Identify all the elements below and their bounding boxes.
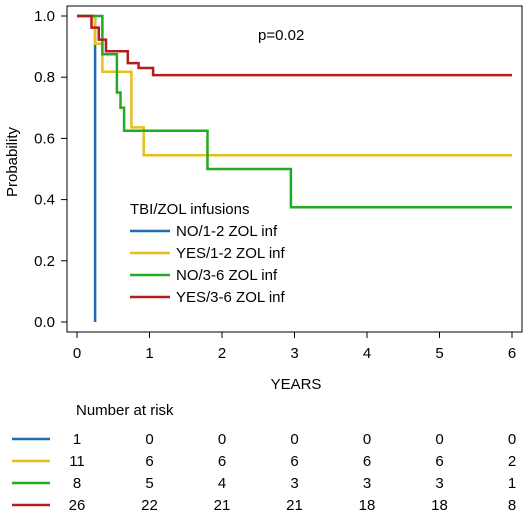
risk-count: 22: [141, 497, 158, 514]
y-tick-label: 0.6: [34, 130, 55, 147]
risk-count: 5: [145, 475, 153, 492]
risk-count: 26: [69, 497, 86, 514]
x-axis-label: YEARS: [271, 376, 322, 393]
risk-count: 0: [218, 431, 226, 448]
risk-count: 21: [214, 497, 231, 514]
risk-count: 0: [290, 431, 298, 448]
risk-count: 0: [363, 431, 371, 448]
legend-label: YES/1-2 ZOL inf: [176, 245, 285, 262]
risk-count: 6: [218, 453, 226, 470]
y-tick-label: 0.8: [34, 69, 55, 86]
risk-count: 6: [290, 453, 298, 470]
series-line-yes-3-6-zol-inf: [77, 14, 512, 77]
risk-count: 8: [73, 475, 81, 492]
x-tick-label: 0: [73, 345, 81, 362]
risk-count: 0: [435, 431, 443, 448]
risk-count: 18: [431, 497, 448, 514]
risk-count: 11: [69, 453, 85, 470]
y-tick-label: 1.0: [34, 8, 55, 25]
risk-count: 0: [145, 431, 153, 448]
series-line-no-3-6-zol-inf: [77, 14, 512, 209]
legend: TBI/ZOL infusions NO/1-2 ZOL inf YES/1-2 …: [130, 201, 285, 306]
p-value-annotation: p=0.02: [258, 27, 304, 44]
x-tick-label: 3: [290, 345, 298, 362]
series-line-no-1-2-zol-inf: [77, 14, 97, 322]
x-tick-label: 2: [218, 345, 226, 362]
risk-count: 4: [218, 475, 226, 492]
y-axis-label: Probability: [4, 126, 21, 197]
x-tick-label: 5: [435, 345, 443, 362]
risk-count: 6: [363, 453, 371, 470]
risk-count: 1: [73, 431, 81, 448]
survival-curves: [77, 14, 512, 322]
risk-count: 8: [508, 497, 516, 514]
legend-title: TBI/ZOL infusions: [130, 201, 250, 218]
risk-table: 1 0 0 0 0 0 0 11 6 6 6 6 6 2 8 5 4 3 3 3 1 26 22 21 21 18 18 8: [12, 431, 516, 514]
y-tick-label: 0.2: [34, 253, 55, 270]
legend-label: NO/3-6 ZOL inf: [176, 267, 278, 284]
plot-frame: [66, 5, 523, 333]
legend-label: YES/3-6 ZOL inf: [176, 289, 285, 306]
risk-table-title: Number at risk: [76, 402, 174, 419]
y-tick-label: 0.0: [34, 314, 55, 331]
risk-count: 2: [508, 453, 516, 470]
risk-count: 3: [290, 475, 298, 492]
risk-count: 3: [363, 475, 371, 492]
risk-count: 0: [508, 431, 516, 448]
risk-count: 18: [359, 497, 376, 514]
axis-ticks: 0.0 0.2 0.4 0.6 0.8 1.0 0 1 2 3 4 5 6: [34, 8, 516, 362]
y-tick-label: 0.4: [34, 192, 55, 209]
risk-count: 3: [435, 475, 443, 492]
x-tick-label: 1: [145, 345, 153, 362]
risk-count: 6: [145, 453, 153, 470]
risk-count: 21: [286, 497, 303, 514]
x-tick-label: 6: [508, 345, 516, 362]
risk-count: 6: [435, 453, 443, 470]
legend-label: NO/1-2 ZOL inf: [176, 223, 278, 240]
risk-count: 1: [508, 475, 516, 492]
plot-border: [66, 5, 523, 333]
x-tick-label: 4: [363, 345, 371, 362]
